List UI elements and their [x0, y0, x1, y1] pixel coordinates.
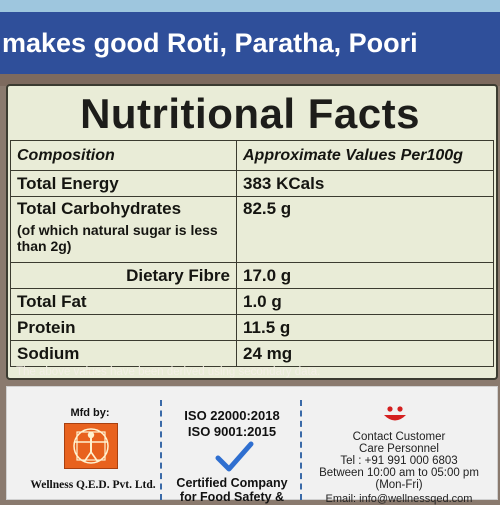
table-row: Dietary Fibre 17.0 g [10, 262, 494, 289]
table-row: Protein 11.5 g [10, 314, 494, 341]
nutrient-name: Sodium [10, 340, 237, 367]
dashed-divider [300, 400, 302, 500]
contact-line: Contact Customer [352, 431, 446, 443]
data-source-note: The above values have been derived using… [16, 366, 321, 378]
iso-line: ISO 22000:2018 [184, 408, 280, 423]
nutrient-value: 11.5 g [236, 314, 494, 341]
contact-line: Care Personnel [359, 443, 439, 455]
checkmark-icon [214, 441, 254, 473]
customer-care-info: Contact Customer Care Personnel Tel : +9… [304, 431, 494, 491]
nutrition-title: Nutritional Facts [80, 90, 420, 137]
manufacturer-name: Wellness Q.E.D. Pvt. Ltd. [30, 479, 156, 491]
nutrient-subnote: (of which natural sugar is less than 2g) [17, 222, 218, 254]
nutrient-value: 82.5 g [236, 196, 494, 263]
banner-slogan: makes good Roti, Paratha, Poori [0, 12, 500, 74]
nutrient-name: Total Fat [10, 288, 237, 315]
package-band [0, 74, 500, 86]
smiley-icon [380, 404, 410, 426]
iso-certifications: ISO 22000:2018 ISO 9001:2015 [170, 408, 294, 440]
nutrition-table: Composition Approximate Values Per100g T… [10, 140, 494, 367]
nutrient-name: Total Carbohydrates [17, 199, 182, 218]
nutrient-value: 1.0 g [236, 288, 494, 315]
iso-line: ISO 9001:2015 [187, 424, 277, 439]
nutrient-name: Protein [10, 314, 237, 341]
top-color-strip [0, 0, 500, 12]
certified-line: for Food Safety & [179, 490, 285, 504]
nutrient-cell: Total Carbohydrates (of which natural su… [10, 196, 237, 263]
mfd-label: Mfd by: [70, 407, 110, 419]
nutrient-name: Total Energy [10, 170, 237, 197]
header-values: Approximate Values Per100g [236, 140, 494, 171]
table-row: Total Energy 383 KCals [10, 170, 494, 197]
nutrient-name: Dietary Fibre [10, 262, 237, 289]
dashed-divider [160, 400, 162, 500]
nutrient-value: 383 KCals [236, 170, 494, 197]
table-row: Total Carbohydrates (of which natural su… [10, 196, 494, 263]
nutrient-value: 17.0 g [236, 262, 494, 289]
contact-email: Email: info@wellnessqed.com [325, 493, 473, 505]
vitruvian-logo-icon [64, 423, 118, 469]
certified-line: Certified Company [176, 476, 288, 490]
table-header-row: Composition Approximate Values Per100g [10, 140, 494, 171]
table-row: Sodium 24 mg [10, 340, 494, 367]
nutrient-value: 24 mg [236, 340, 494, 367]
header-composition: Composition [10, 140, 237, 171]
contact-line: Between 10:00 am to 05:00 pm (Mon-Fri) [319, 467, 479, 491]
contact-line: Tel : +91 991 000 6803 [340, 455, 458, 467]
table-row: Total Fat 1.0 g [10, 288, 494, 315]
